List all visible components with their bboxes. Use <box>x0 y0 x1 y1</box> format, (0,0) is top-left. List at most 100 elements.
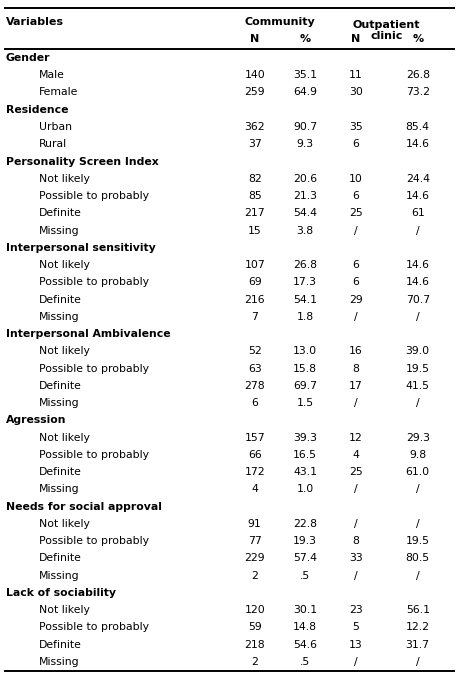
Text: 1.5: 1.5 <box>297 398 314 408</box>
Text: 217: 217 <box>245 208 265 218</box>
Text: 69.7: 69.7 <box>293 381 317 391</box>
Text: 229: 229 <box>245 554 265 563</box>
Text: 6: 6 <box>353 191 359 201</box>
Text: 77: 77 <box>248 536 262 546</box>
Text: 17.3: 17.3 <box>293 277 317 287</box>
Text: 25: 25 <box>349 467 363 477</box>
Text: 19.5: 19.5 <box>406 536 430 546</box>
Text: /: / <box>416 571 420 581</box>
Text: 157: 157 <box>245 433 265 443</box>
Text: /: / <box>416 485 420 494</box>
Text: 14.6: 14.6 <box>406 260 430 270</box>
Text: 2: 2 <box>252 571 258 581</box>
Text: 54.1: 54.1 <box>293 295 317 305</box>
Text: 64.9: 64.9 <box>293 87 317 97</box>
Text: 6: 6 <box>353 139 359 149</box>
Text: Definite: Definite <box>39 639 82 650</box>
Text: 54.4: 54.4 <box>293 208 317 218</box>
Text: Missing: Missing <box>39 226 80 235</box>
Text: 4: 4 <box>353 450 359 460</box>
Text: Missing: Missing <box>39 312 80 322</box>
Text: /: / <box>416 398 420 408</box>
Text: 29.3: 29.3 <box>406 433 430 443</box>
Text: Possible to probably: Possible to probably <box>39 536 149 546</box>
Text: 29: 29 <box>349 295 363 305</box>
Text: 90.7: 90.7 <box>293 122 317 132</box>
Text: Outpatient
clinic: Outpatient clinic <box>353 20 420 41</box>
Text: /: / <box>354 571 358 581</box>
Text: Residence: Residence <box>6 105 68 115</box>
Text: 14.6: 14.6 <box>406 139 430 149</box>
Text: Variables: Variables <box>6 17 63 26</box>
Text: 22.8: 22.8 <box>293 519 317 529</box>
Text: 107: 107 <box>244 260 265 270</box>
Text: 12: 12 <box>349 433 363 443</box>
Text: Definite: Definite <box>39 208 82 218</box>
Text: /: / <box>354 485 358 494</box>
Text: Community: Community <box>245 17 315 26</box>
Text: 6: 6 <box>353 260 359 270</box>
Text: 4: 4 <box>252 485 258 494</box>
Text: /: / <box>354 398 358 408</box>
Text: 61: 61 <box>411 208 425 218</box>
Text: Not likely: Not likely <box>39 605 90 615</box>
Text: 24.4: 24.4 <box>406 174 430 184</box>
Text: /: / <box>354 312 358 322</box>
Text: N: N <box>250 34 259 44</box>
Text: /: / <box>416 312 420 322</box>
Text: /: / <box>416 519 420 529</box>
Text: 59: 59 <box>248 623 262 633</box>
Text: 8: 8 <box>353 364 359 374</box>
Text: 17: 17 <box>349 381 363 391</box>
Text: 52: 52 <box>248 346 262 356</box>
Text: Rural: Rural <box>39 139 67 149</box>
Text: 1.0: 1.0 <box>297 485 314 494</box>
Text: 91: 91 <box>248 519 262 529</box>
Text: Possible to probably: Possible to probably <box>39 277 149 287</box>
Text: Missing: Missing <box>39 398 80 408</box>
Text: Not likely: Not likely <box>39 433 90 443</box>
Text: 39.0: 39.0 <box>406 346 430 356</box>
Text: /: / <box>416 657 420 667</box>
Text: /: / <box>354 657 358 667</box>
Text: 61.0: 61.0 <box>406 467 430 477</box>
Text: 9.8: 9.8 <box>409 450 426 460</box>
Text: 14.8: 14.8 <box>293 623 317 633</box>
Text: %: % <box>300 34 311 44</box>
Text: 26.8: 26.8 <box>293 260 317 270</box>
Text: 9.3: 9.3 <box>297 139 314 149</box>
Text: 30.1: 30.1 <box>293 605 317 615</box>
Text: 25: 25 <box>349 208 363 218</box>
Text: 82: 82 <box>248 174 262 184</box>
Text: Possible to probably: Possible to probably <box>39 191 149 201</box>
Text: 13: 13 <box>349 639 363 650</box>
Text: 54.6: 54.6 <box>293 639 317 650</box>
Text: 63: 63 <box>248 364 262 374</box>
Text: Needs for social approval: Needs for social approval <box>6 502 162 512</box>
Text: 3.8: 3.8 <box>297 226 314 235</box>
Text: /: / <box>354 519 358 529</box>
Text: 23: 23 <box>349 605 363 615</box>
Text: 35.1: 35.1 <box>293 70 317 80</box>
Text: Interpersonal Ambivalence: Interpersonal Ambivalence <box>6 329 170 339</box>
Text: 66: 66 <box>248 450 262 460</box>
Text: 33: 33 <box>349 554 363 563</box>
Text: 80.5: 80.5 <box>406 554 430 563</box>
Text: 278: 278 <box>245 381 265 391</box>
Text: /: / <box>416 226 420 235</box>
Text: 70.7: 70.7 <box>406 295 430 305</box>
Text: Lack of sociability: Lack of sociability <box>6 588 116 598</box>
Text: 10: 10 <box>349 174 363 184</box>
Text: Not likely: Not likely <box>39 174 90 184</box>
Text: 13.0: 13.0 <box>293 346 317 356</box>
Text: 14.6: 14.6 <box>406 191 430 201</box>
Text: 35: 35 <box>349 122 363 132</box>
Text: .5: .5 <box>300 657 310 667</box>
Text: 12.2: 12.2 <box>406 623 430 633</box>
Text: Definite: Definite <box>39 467 82 477</box>
Text: 6: 6 <box>252 398 258 408</box>
Text: Not likely: Not likely <box>39 346 90 356</box>
Text: /: / <box>354 226 358 235</box>
Text: 56.1: 56.1 <box>406 605 430 615</box>
Text: .5: .5 <box>300 571 310 581</box>
